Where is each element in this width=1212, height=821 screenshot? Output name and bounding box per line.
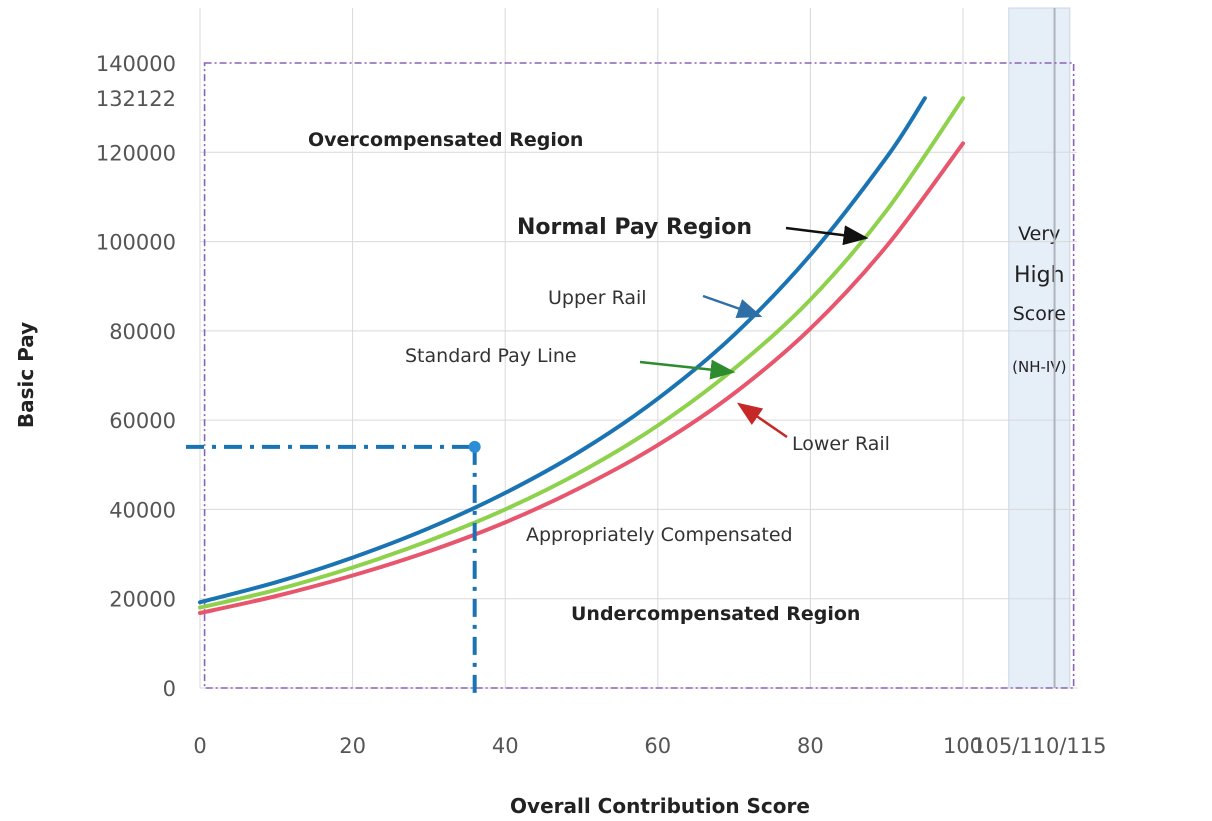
x-tick-label: 60 (644, 734, 671, 758)
plot-frame (203, 62, 1075, 689)
score-marker (186, 440, 481, 698)
band-text-score: Score (1013, 303, 1066, 325)
grid-lines (199, 8, 1078, 689)
y-tick-label: 140000 (96, 52, 176, 76)
upper-rail-arrow (702, 294, 763, 318)
y-tick-label: 80000 (109, 320, 176, 344)
band-text-nh-iv: (NH-IV) (1012, 358, 1066, 376)
x-tick-label: 80 (797, 734, 824, 758)
very-high-score-band (1008, 7, 1071, 689)
x-tick-label: 0 (193, 734, 206, 758)
overcompensated-label: Overcompensated Region (308, 129, 583, 151)
band-text-high: High (1014, 263, 1065, 288)
y-tick-label: 20000 (109, 588, 176, 612)
x-tick-label: 100 (943, 734, 983, 758)
series-lines (198, 96, 965, 615)
x-axis-title: Overall Contribution Score (510, 794, 810, 818)
y-tick-label: 0 (163, 677, 176, 701)
plot-border (203, 62, 1075, 689)
appropriately-compensated-label: Appropriately Compensated (526, 524, 793, 546)
y-tick-label: 40000 (109, 498, 176, 522)
undercompensated-label: Undercompensated Region (571, 603, 860, 625)
y-tick-label: 120000 (96, 141, 176, 165)
standard-pay-line-arrow (639, 359, 736, 380)
series-line-lower-rail (198, 141, 965, 615)
upper-rail-label: Upper Rail (548, 287, 647, 309)
marker-point (468, 440, 481, 453)
standard-pay-line-label: Standard Pay Line (405, 345, 577, 367)
y-axis-ticks: 0 20000 40000 60000 80000 100000 120000 132122 1… (96, 52, 176, 701)
lower-rail-arrow (736, 402, 788, 439)
normal-pay-arrow (785, 225, 869, 246)
lower-rail-label: Lower Rail (792, 433, 890, 455)
y-tick-label: 132122 (96, 87, 176, 111)
series-line-upper-rail (198, 96, 927, 605)
x-tick-label: 105/110/115 (972, 734, 1106, 758)
x-tick-label: 20 (339, 734, 366, 758)
y-tick-label: 100000 (96, 231, 176, 255)
band-text-very: Very (1018, 223, 1060, 245)
y-tick-label: 60000 (109, 409, 176, 433)
normal-pay-label: Normal Pay Region (517, 215, 752, 240)
y-axis-title: Basic Pay (14, 322, 38, 428)
series-line-standard-pay-line (198, 96, 965, 610)
x-tick-label: 40 (492, 734, 519, 758)
